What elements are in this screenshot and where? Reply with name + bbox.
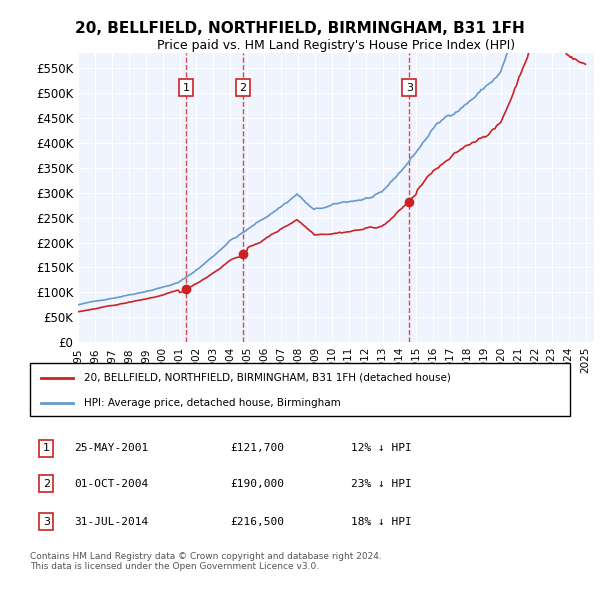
Text: 1: 1 xyxy=(183,83,190,93)
Text: 25-MAY-2001: 25-MAY-2001 xyxy=(74,444,148,453)
Text: 3: 3 xyxy=(406,83,413,93)
Text: £121,700: £121,700 xyxy=(230,444,284,453)
Text: £216,500: £216,500 xyxy=(230,517,284,526)
Text: 2: 2 xyxy=(43,479,50,489)
Text: 20, BELLFIELD, NORTHFIELD, BIRMINGHAM, B31 1FH (detached house): 20, BELLFIELD, NORTHFIELD, BIRMINGHAM, B… xyxy=(84,373,451,383)
Text: 1: 1 xyxy=(43,444,50,453)
Text: HPI: Average price, detached house, Birmingham: HPI: Average price, detached house, Birm… xyxy=(84,398,341,408)
Text: 18% ↓ HPI: 18% ↓ HPI xyxy=(350,517,412,526)
Text: Contains HM Land Registry data © Crown copyright and database right 2024.
This d: Contains HM Land Registry data © Crown c… xyxy=(30,552,382,571)
Text: 01-OCT-2004: 01-OCT-2004 xyxy=(74,479,148,489)
Text: 2: 2 xyxy=(239,83,247,93)
Text: £190,000: £190,000 xyxy=(230,479,284,489)
Text: 12% ↓ HPI: 12% ↓ HPI xyxy=(350,444,412,453)
Text: 31-JUL-2014: 31-JUL-2014 xyxy=(74,517,148,526)
Title: Price paid vs. HM Land Registry's House Price Index (HPI): Price paid vs. HM Land Registry's House … xyxy=(157,39,515,52)
Text: 23% ↓ HPI: 23% ↓ HPI xyxy=(350,479,412,489)
FancyBboxPatch shape xyxy=(30,363,570,416)
Text: 3: 3 xyxy=(43,517,50,526)
Text: 20, BELLFIELD, NORTHFIELD, BIRMINGHAM, B31 1FH: 20, BELLFIELD, NORTHFIELD, BIRMINGHAM, B… xyxy=(75,21,525,35)
